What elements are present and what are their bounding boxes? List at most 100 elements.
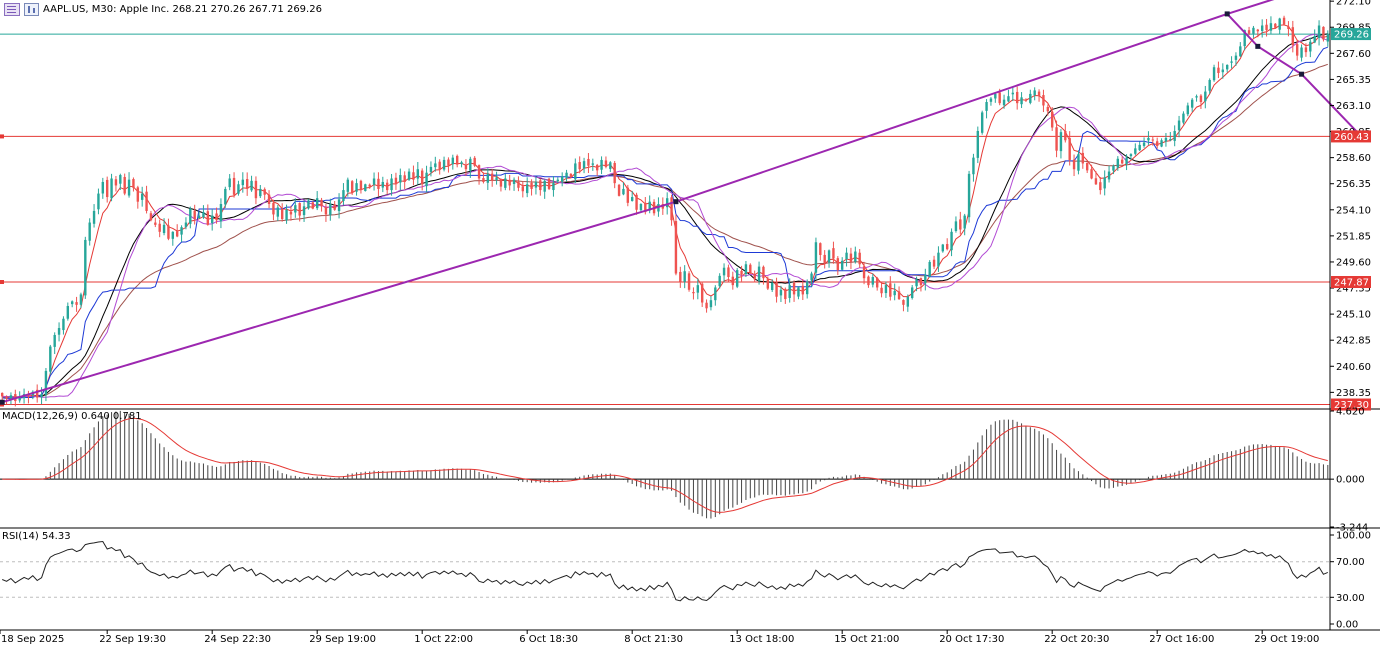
candle-body	[254, 180, 258, 199]
candle-body	[530, 182, 533, 189]
candle-body	[1169, 139, 1172, 141]
candle-body	[1068, 138, 1071, 160]
candle-body	[1317, 25, 1321, 39]
candle-body	[210, 215, 214, 224]
candle-body	[329, 204, 332, 215]
candle-body	[692, 291, 695, 294]
candle-body	[307, 200, 310, 209]
candle-body	[175, 231, 179, 237]
rsi-tick-label: 70.00	[1336, 557, 1365, 568]
candle-body	[880, 287, 883, 294]
candle-body	[766, 279, 770, 289]
candle-body	[333, 204, 336, 210]
candle-body	[1221, 69, 1225, 73]
chart-menu-icon[interactable]	[4, 2, 20, 16]
chart-type-icon[interactable]	[24, 2, 39, 16]
candle-body	[324, 207, 328, 215]
price-tick-label: 249.60	[1336, 257, 1371, 268]
candle-body	[171, 231, 175, 239]
candle-body	[342, 190, 345, 201]
candle-body	[62, 318, 65, 331]
candle-body	[1195, 96, 1198, 98]
candle-body	[193, 210, 196, 220]
time-tick-label: 24 Sep 22:30	[204, 634, 271, 645]
candle-body	[889, 283, 892, 297]
candle-body	[368, 184, 371, 187]
candle-body	[1103, 177, 1106, 189]
time-axis: 18 Sep 2025 22 Sep 19:30 24 Sep 22:30 29 Se…	[0, 630, 1319, 645]
level-price-tag-text: 247.87	[1334, 278, 1369, 289]
candle-body	[854, 251, 857, 262]
candle-body	[932, 259, 936, 267]
candle-body	[79, 294, 83, 305]
candle-body	[250, 180, 253, 191]
price-tick-label: 267.60	[1336, 49, 1371, 60]
candle-body	[1090, 169, 1093, 179]
candle-body	[945, 244, 949, 250]
candle-body	[560, 176, 564, 182]
candle-body	[1033, 90, 1036, 96]
candle-body	[967, 173, 971, 218]
candle-body	[906, 296, 910, 307]
candle-body	[609, 162, 612, 169]
candle-body	[145, 191, 148, 211]
trendline-anchor	[1299, 71, 1305, 77]
candle-body	[1274, 23, 1277, 28]
candle-body	[508, 179, 511, 186]
candle-body	[805, 281, 809, 295]
candle-body	[180, 227, 183, 235]
candle-body	[158, 223, 161, 232]
trendline-anchor	[1255, 43, 1261, 49]
candle-body	[482, 178, 485, 182]
candle-body	[1015, 91, 1019, 104]
candle-body	[455, 155, 459, 165]
candle-body	[245, 179, 249, 189]
candle-body	[438, 161, 441, 170]
candle-body	[1256, 29, 1260, 32]
ma-blue-line	[2, 46, 1328, 399]
candle-body	[595, 164, 599, 171]
candle-body	[1050, 111, 1054, 128]
candle-body	[635, 194, 638, 210]
candle-body	[320, 199, 323, 207]
rsi-label: RSI(14) 54.33	[2, 531, 71, 542]
macd-tick-label: 4.620	[1336, 407, 1365, 418]
candle-body	[849, 253, 853, 262]
candle-body	[469, 158, 472, 171]
candle-body	[569, 173, 573, 178]
symbol-info-text: AAPL.US, M30: Apple Inc. 268.21 270.26 2…	[43, 3, 322, 15]
candle-body	[285, 209, 288, 221]
candle-body	[1125, 157, 1128, 164]
candle-body	[394, 177, 398, 185]
horizontal-lines	[0, 33, 1330, 407]
candle-body	[420, 170, 424, 185]
candle-body	[1129, 154, 1133, 157]
trendline-anchor	[673, 199, 679, 205]
candle-body	[788, 285, 791, 298]
candle-body	[1116, 158, 1120, 168]
time-tick-label: 18 Sep 2025	[1, 634, 64, 645]
candle-body	[1217, 67, 1220, 74]
candle-body	[902, 300, 905, 305]
candle-body	[770, 282, 774, 290]
candle-body	[1094, 178, 1098, 185]
candle-body	[700, 283, 704, 303]
ma-black-line	[2, 33, 1328, 399]
candle-body	[1252, 27, 1255, 34]
candle-body	[840, 260, 844, 270]
candle-body	[705, 302, 708, 309]
candle-body	[390, 178, 393, 191]
candle-body	[263, 189, 266, 195]
macd-label: MACD(12,26,9) 0.640 0.781	[2, 411, 142, 422]
candle-body	[114, 179, 118, 186]
trendline-path[interactable]	[0, 0, 1366, 405]
candle-body	[5, 397, 8, 399]
time-tick-label: 27 Oct 16:00	[1149, 634, 1214, 645]
candle-body	[359, 180, 363, 191]
candle-body	[617, 184, 621, 196]
candle-body	[35, 389, 39, 398]
candle-body	[1046, 106, 1050, 112]
candle-body	[574, 163, 577, 180]
candle-body	[206, 211, 210, 225]
